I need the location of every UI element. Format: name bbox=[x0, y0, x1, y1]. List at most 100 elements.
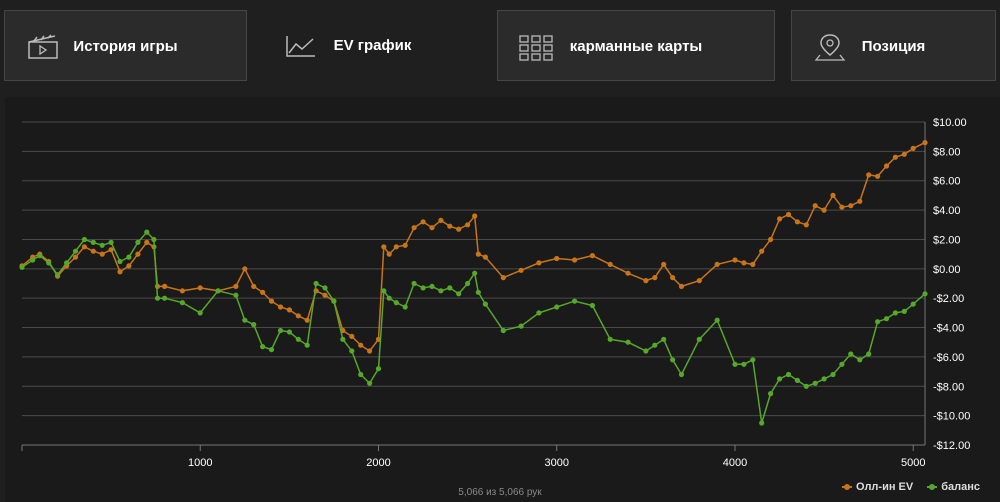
data-point bbox=[794, 377, 801, 383]
data-point bbox=[64, 260, 70, 266]
data-point bbox=[554, 255, 560, 262]
data-point bbox=[381, 244, 387, 250]
y-tick-label: -$10.00 bbox=[933, 411, 970, 423]
data-point bbox=[812, 203, 818, 209]
data-point bbox=[179, 300, 185, 306]
tab-label: История игры bbox=[73, 38, 178, 55]
data-point bbox=[420, 285, 426, 291]
data-point bbox=[117, 258, 123, 265]
tab-pocket-cards[interactable]: карманные карты bbox=[497, 10, 775, 81]
y-tick-label: -$8.00 bbox=[933, 381, 964, 393]
data-point bbox=[295, 313, 301, 319]
data-point bbox=[286, 329, 292, 335]
data-point bbox=[500, 275, 506, 281]
data-point bbox=[625, 339, 631, 345]
data-point bbox=[768, 236, 774, 243]
data-point bbox=[358, 342, 364, 348]
data-point bbox=[19, 264, 25, 270]
data-point bbox=[661, 336, 667, 342]
x-tick-label: 2000 bbox=[366, 457, 390, 469]
data-point bbox=[438, 217, 444, 223]
data-point bbox=[892, 310, 899, 316]
data-point bbox=[108, 247, 114, 253]
data-point bbox=[732, 361, 738, 367]
tab-label: Позиция bbox=[861, 38, 926, 55]
data-point bbox=[367, 380, 373, 386]
data-point bbox=[652, 275, 658, 281]
data-point bbox=[678, 371, 685, 378]
data-point bbox=[340, 336, 346, 342]
data-point bbox=[349, 348, 355, 354]
data-point bbox=[848, 203, 854, 209]
tab-bar: История игры EV график карманные карты П… bbox=[0, 0, 1000, 97]
data-point bbox=[643, 348, 649, 354]
data-point bbox=[456, 226, 462, 232]
data-point bbox=[99, 242, 105, 248]
data-point bbox=[857, 198, 863, 204]
data-point bbox=[465, 222, 471, 228]
tab-position[interactable]: Позиция bbox=[791, 10, 996, 81]
data-point bbox=[607, 336, 613, 342]
data-point bbox=[55, 272, 61, 278]
data-point bbox=[714, 317, 720, 323]
data-point bbox=[500, 327, 506, 334]
y-tick-label: $4.00 bbox=[933, 205, 961, 217]
data-point bbox=[696, 278, 702, 284]
data-point bbox=[670, 357, 676, 363]
data-point bbox=[108, 239, 114, 245]
clapperboard-icon bbox=[28, 34, 58, 59]
data-point bbox=[652, 342, 658, 348]
data-point bbox=[277, 304, 284, 310]
legend-item-balance[interactable]: баланс bbox=[927, 481, 980, 493]
data-point bbox=[750, 261, 756, 267]
y-axis-labels: $10.00 $8.00 $6.00 $4.00 $2.00 $0.00 -$2.00 -$4… bbox=[933, 117, 970, 452]
data-point bbox=[268, 298, 275, 304]
y-tick-label: -$2.00 bbox=[933, 293, 964, 305]
data-point bbox=[803, 222, 809, 228]
data-point bbox=[72, 254, 79, 260]
data-point bbox=[883, 316, 890, 322]
data-point bbox=[625, 270, 631, 276]
data-point bbox=[901, 308, 907, 314]
data-point bbox=[777, 376, 783, 382]
data-point bbox=[572, 257, 578, 263]
tab-game-history[interactable]: История игры bbox=[4, 10, 247, 81]
data-point bbox=[518, 267, 524, 273]
y-tick-label: $2.00 bbox=[933, 234, 961, 246]
data-point bbox=[589, 302, 596, 309]
data-point bbox=[759, 420, 765, 426]
data-point bbox=[892, 154, 899, 160]
data-point bbox=[429, 283, 435, 289]
data-point bbox=[794, 219, 801, 225]
data-point bbox=[875, 319, 881, 325]
data-point bbox=[81, 244, 87, 250]
data-point bbox=[233, 283, 239, 289]
data-point bbox=[901, 151, 907, 157]
data-point bbox=[839, 361, 845, 367]
data-point bbox=[197, 310, 203, 316]
legend-item-ev[interactable]: Олл-ин EV bbox=[842, 481, 913, 493]
x-tick-label: 4000 bbox=[723, 457, 747, 469]
data-point bbox=[572, 298, 578, 304]
grid-icon bbox=[519, 35, 553, 61]
data-point bbox=[447, 223, 453, 229]
tab-ev-chart[interactable]: EV график bbox=[263, 10, 482, 97]
data-point bbox=[750, 357, 756, 363]
data-point bbox=[386, 251, 392, 257]
data-point bbox=[475, 289, 481, 295]
data-point bbox=[144, 229, 150, 235]
x-tick-label: 3000 bbox=[544, 457, 568, 469]
series-balance bbox=[19, 229, 928, 426]
data-point bbox=[785, 371, 792, 378]
hand-count: 5,066 из 5,066 рук bbox=[458, 487, 542, 498]
data-point bbox=[331, 298, 337, 304]
ev-chart: $10.00 $8.00 $6.00 $4.00 $2.00 $0.00 -$2.00 -$4… bbox=[19, 117, 970, 469]
series-layer bbox=[19, 140, 928, 426]
data-point bbox=[277, 327, 284, 334]
data-point bbox=[411, 280, 417, 287]
location-pin-icon bbox=[814, 34, 846, 61]
data-point bbox=[349, 333, 355, 339]
y-tick-label: $10.00 bbox=[933, 117, 967, 129]
data-point bbox=[922, 291, 928, 297]
y-tick-label: $0.00 bbox=[933, 264, 961, 276]
